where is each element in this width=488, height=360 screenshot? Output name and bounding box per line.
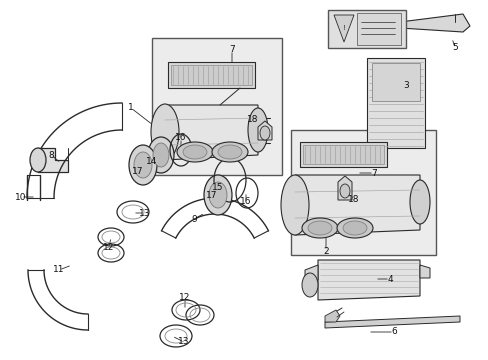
Bar <box>371 63 419 101</box>
Ellipse shape <box>281 175 308 235</box>
Ellipse shape <box>183 145 206 159</box>
Ellipse shape <box>208 182 226 208</box>
Ellipse shape <box>307 221 331 235</box>
Bar <box>290 130 435 255</box>
Text: 16: 16 <box>175 134 186 143</box>
Text: 17: 17 <box>132 167 143 176</box>
Polygon shape <box>325 310 339 322</box>
Bar <box>356 13 400 45</box>
Text: 3: 3 <box>402 81 408 90</box>
Ellipse shape <box>177 142 213 162</box>
Text: 11: 11 <box>53 266 64 274</box>
Bar <box>327 10 405 48</box>
Polygon shape <box>258 121 271 140</box>
Polygon shape <box>337 176 351 200</box>
Ellipse shape <box>409 180 429 224</box>
Text: 18: 18 <box>347 195 359 204</box>
Ellipse shape <box>302 273 317 297</box>
Text: 17: 17 <box>206 192 217 201</box>
Text: 15: 15 <box>212 184 224 193</box>
Polygon shape <box>305 265 317 280</box>
Ellipse shape <box>30 148 46 172</box>
Bar <box>171 65 251 85</box>
Ellipse shape <box>260 126 269 140</box>
Text: !: ! <box>342 25 345 31</box>
Ellipse shape <box>302 218 337 238</box>
Text: 9: 9 <box>191 215 197 224</box>
Text: 5: 5 <box>451 44 457 53</box>
Text: 12: 12 <box>103 243 115 252</box>
Ellipse shape <box>218 145 242 159</box>
Text: 13: 13 <box>139 208 150 217</box>
Ellipse shape <box>151 104 179 160</box>
Text: 7: 7 <box>229 45 234 54</box>
Polygon shape <box>325 316 459 328</box>
Text: 14: 14 <box>146 157 157 166</box>
Polygon shape <box>38 148 68 172</box>
Text: 8: 8 <box>48 150 54 159</box>
Text: 12: 12 <box>179 293 190 302</box>
Ellipse shape <box>336 218 372 238</box>
Text: 4: 4 <box>386 274 392 284</box>
Bar <box>152 38 282 175</box>
Polygon shape <box>294 175 419 235</box>
Text: 2: 2 <box>323 247 328 256</box>
Ellipse shape <box>148 137 174 173</box>
Ellipse shape <box>134 152 152 178</box>
Bar <box>299 142 386 167</box>
Ellipse shape <box>153 143 169 167</box>
Ellipse shape <box>339 184 349 198</box>
Bar <box>168 62 254 88</box>
Ellipse shape <box>212 142 247 162</box>
Text: 7: 7 <box>370 168 376 177</box>
Polygon shape <box>333 15 353 42</box>
Ellipse shape <box>203 175 231 215</box>
Text: 13: 13 <box>178 338 189 346</box>
Text: 16: 16 <box>240 198 251 207</box>
Polygon shape <box>164 105 258 160</box>
Bar <box>366 58 424 148</box>
Polygon shape <box>419 265 429 278</box>
Bar <box>303 145 383 164</box>
Ellipse shape <box>129 145 157 185</box>
Ellipse shape <box>342 221 366 235</box>
Text: 18: 18 <box>247 116 258 125</box>
Text: 6: 6 <box>390 328 396 337</box>
Polygon shape <box>317 260 419 300</box>
Text: 10: 10 <box>15 193 27 202</box>
Text: 1: 1 <box>128 104 134 112</box>
Polygon shape <box>399 14 469 32</box>
Ellipse shape <box>247 108 267 152</box>
